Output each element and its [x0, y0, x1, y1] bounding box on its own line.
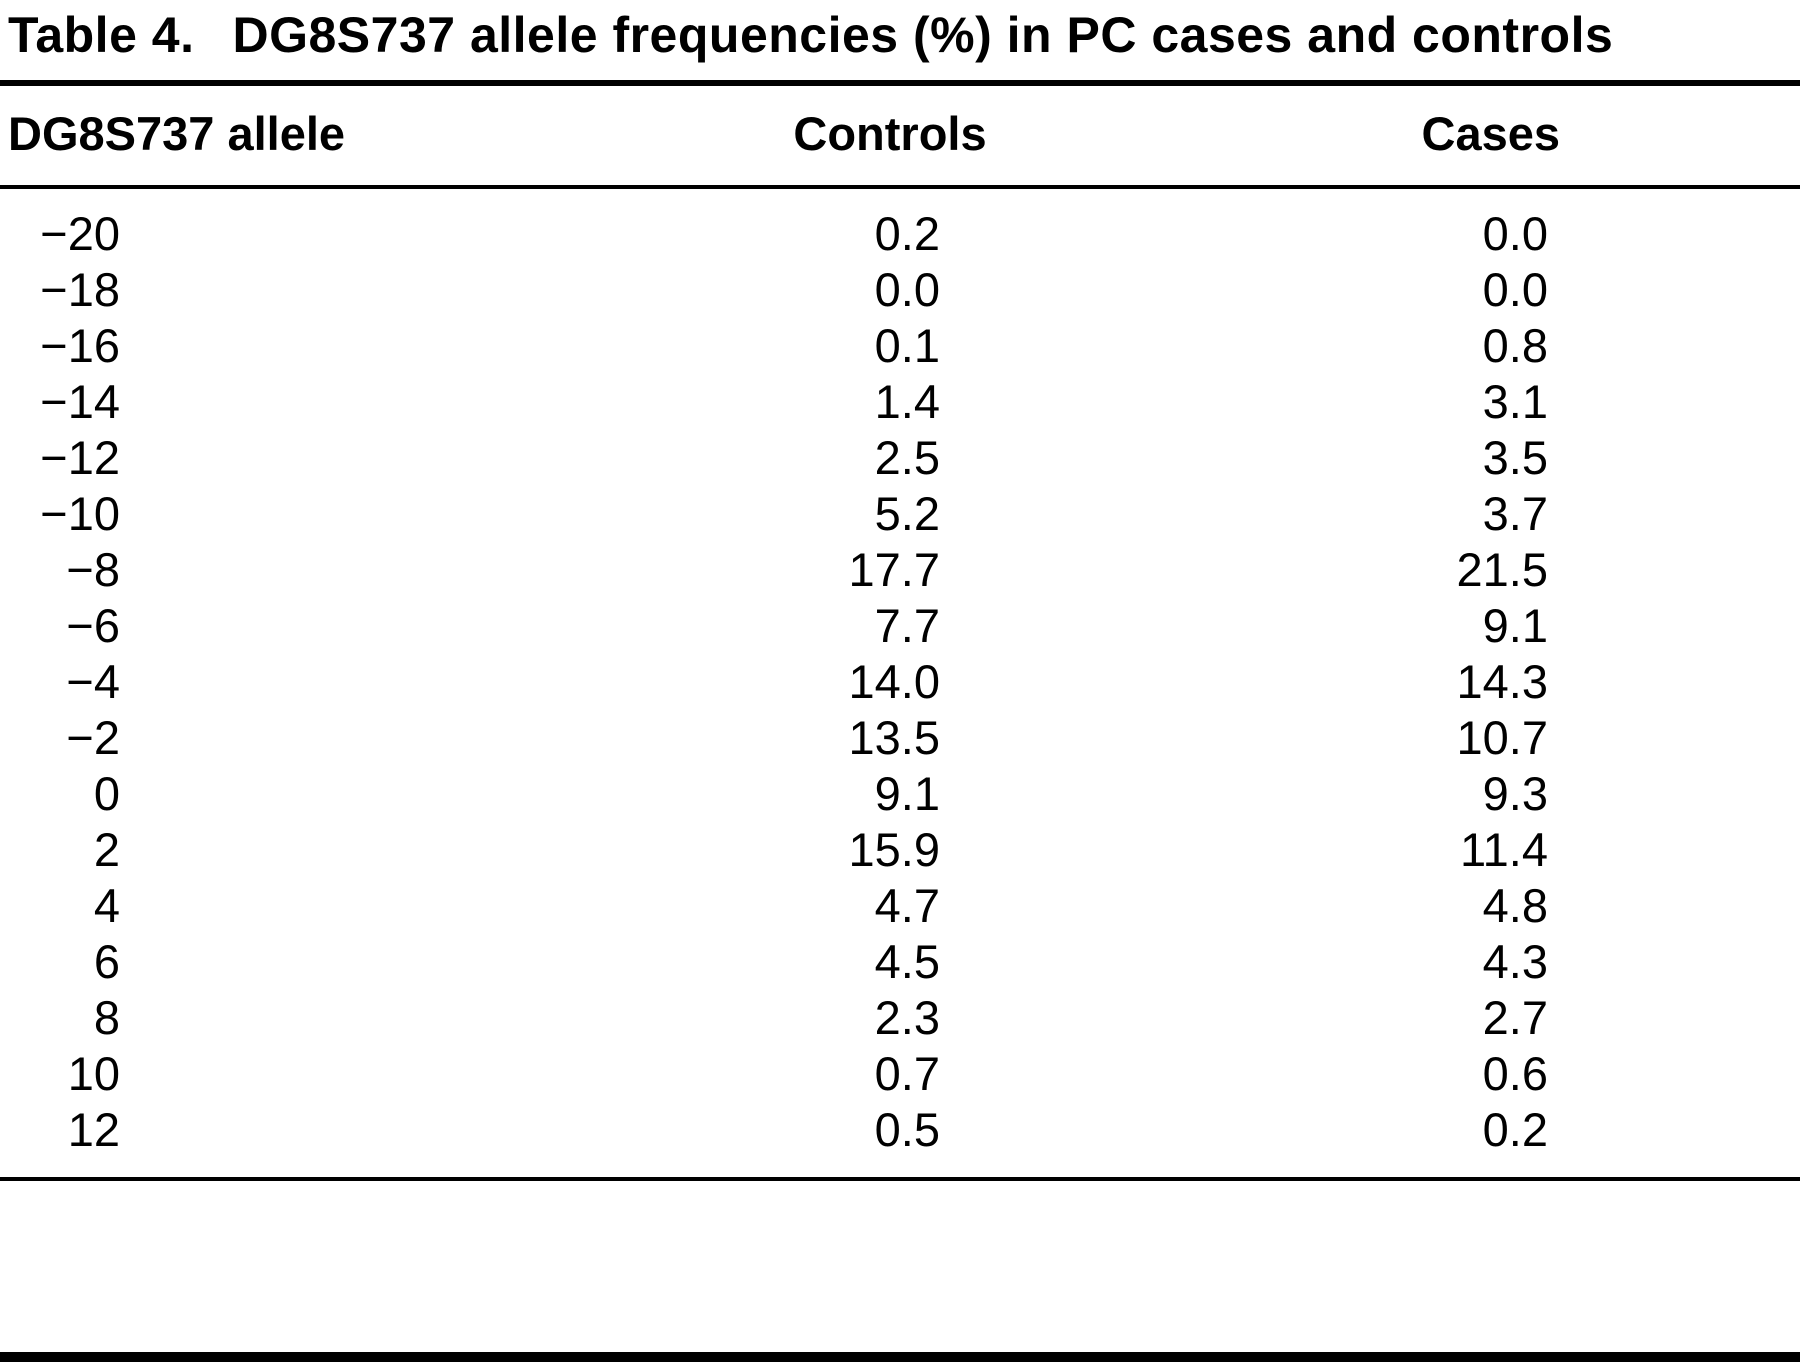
- allele-cell: 2: [93, 823, 120, 876]
- allele-cell: −18: [40, 263, 120, 316]
- cases-cell: 9.3: [1482, 767, 1548, 820]
- cases-cell: 4.3: [1482, 935, 1548, 988]
- cases-cell: 4.8: [1482, 879, 1548, 932]
- table-header-row: DG8S737 allele Controls Cases: [0, 83, 1800, 189]
- controls-cell: 0.1: [874, 319, 940, 372]
- controls-cell: 5.2: [874, 487, 940, 540]
- column-header-cases: Cases: [1220, 83, 1800, 189]
- allele-cell: 0: [93, 767, 120, 820]
- cases-cell: 0.0: [1482, 207, 1548, 260]
- table-row: 10 0.7 0.6: [0, 1046, 1800, 1102]
- cases-cell: 10.7: [1456, 711, 1548, 764]
- allele-cell: 8: [93, 991, 120, 1044]
- controls-cell: 1.4: [874, 375, 940, 428]
- table-row: 4 4.7 4.8: [0, 878, 1800, 934]
- cases-cell: 21.5: [1456, 543, 1548, 596]
- table-row: −8 17.7 21.5: [0, 542, 1800, 598]
- allele-cell: −10: [40, 487, 120, 540]
- allele-cell: −16: [40, 319, 120, 372]
- table-row: −12 2.5 3.5: [0, 430, 1800, 486]
- table-title-text: DG8S737 allele frequencies (%) in PC cas…: [232, 7, 1614, 63]
- table-row: −10 5.2 3.7: [0, 486, 1800, 542]
- controls-cell: 2.5: [874, 431, 940, 484]
- cases-cell: 3.1: [1482, 375, 1548, 428]
- controls-cell: 9.1: [874, 767, 940, 820]
- table-row: 2 15.9 11.4: [0, 822, 1800, 878]
- table-caption: Table 4. DG8S737 allele frequencies (%) i…: [0, 0, 1800, 80]
- table-row: 6 4.5 4.3: [0, 934, 1800, 990]
- column-header-controls: Controls: [560, 83, 1220, 189]
- table-row: −16 0.1 0.8: [0, 318, 1800, 374]
- table-row: −2 13.5 10.7: [0, 710, 1800, 766]
- allele-cell: −2: [66, 711, 120, 764]
- controls-cell: 4.7: [874, 879, 940, 932]
- allele-cell: 10: [67, 1047, 120, 1100]
- cases-cell: 9.1: [1482, 599, 1548, 652]
- column-header-allele: DG8S737 allele: [0, 83, 560, 189]
- cases-cell: 14.3: [1456, 655, 1548, 708]
- table-row: −4 14.0 14.3: [0, 654, 1800, 710]
- cases-cell: 11.4: [1460, 823, 1548, 876]
- controls-cell: 14.0: [848, 655, 940, 708]
- controls-cell: 2.3: [874, 991, 940, 1044]
- allele-cell: −20: [40, 207, 120, 260]
- table-row: −6 7.7 9.1: [0, 598, 1800, 654]
- controls-cell: 7.7: [874, 599, 940, 652]
- controls-cell: 4.5: [874, 935, 940, 988]
- allele-cell: −8: [66, 543, 120, 596]
- allele-frequency-table: DG8S737 allele Controls Cases −20 0.2 0.…: [0, 80, 1800, 1181]
- allele-cell: −12: [40, 431, 120, 484]
- allele-cell: 12: [67, 1103, 120, 1156]
- table-row: −14 1.4 3.1: [0, 374, 1800, 430]
- table-row: 0 9.1 9.3: [0, 766, 1800, 822]
- bottom-rule: [0, 1352, 1800, 1362]
- cases-cell: 3.5: [1482, 431, 1548, 484]
- table-row: −20 0.2 0.0: [0, 187, 1800, 262]
- controls-cell: 0.5: [874, 1103, 940, 1156]
- controls-cell: 17.7: [848, 543, 940, 596]
- table-row: 12 0.5 0.2: [0, 1102, 1800, 1179]
- cases-cell: 0.0: [1482, 263, 1548, 316]
- controls-cell: 0.0: [874, 263, 940, 316]
- controls-cell: 15.9: [848, 823, 940, 876]
- cases-cell: 2.7: [1482, 991, 1548, 1044]
- cases-cell: 3.7: [1482, 487, 1548, 540]
- allele-cell: 6: [93, 935, 120, 988]
- allele-cell: −4: [66, 655, 120, 708]
- table-body: −20 0.2 0.0 −18 0.0 0.0 −16 0.1 0.8 −14 …: [0, 187, 1800, 1179]
- controls-cell: 0.2: [874, 207, 940, 260]
- cases-cell: 0.8: [1482, 319, 1548, 372]
- cases-cell: 0.6: [1482, 1047, 1548, 1100]
- table-row: 8 2.3 2.7: [0, 990, 1800, 1046]
- allele-cell: −6: [66, 599, 120, 652]
- cases-cell: 0.2: [1482, 1103, 1548, 1156]
- table-number-label: Table 4.: [8, 7, 195, 63]
- table-row: −18 0.0 0.0: [0, 262, 1800, 318]
- allele-cell: 4: [93, 879, 120, 932]
- allele-cell: −14: [40, 375, 120, 428]
- controls-cell: 13.5: [848, 711, 940, 764]
- controls-cell: 0.7: [874, 1047, 940, 1100]
